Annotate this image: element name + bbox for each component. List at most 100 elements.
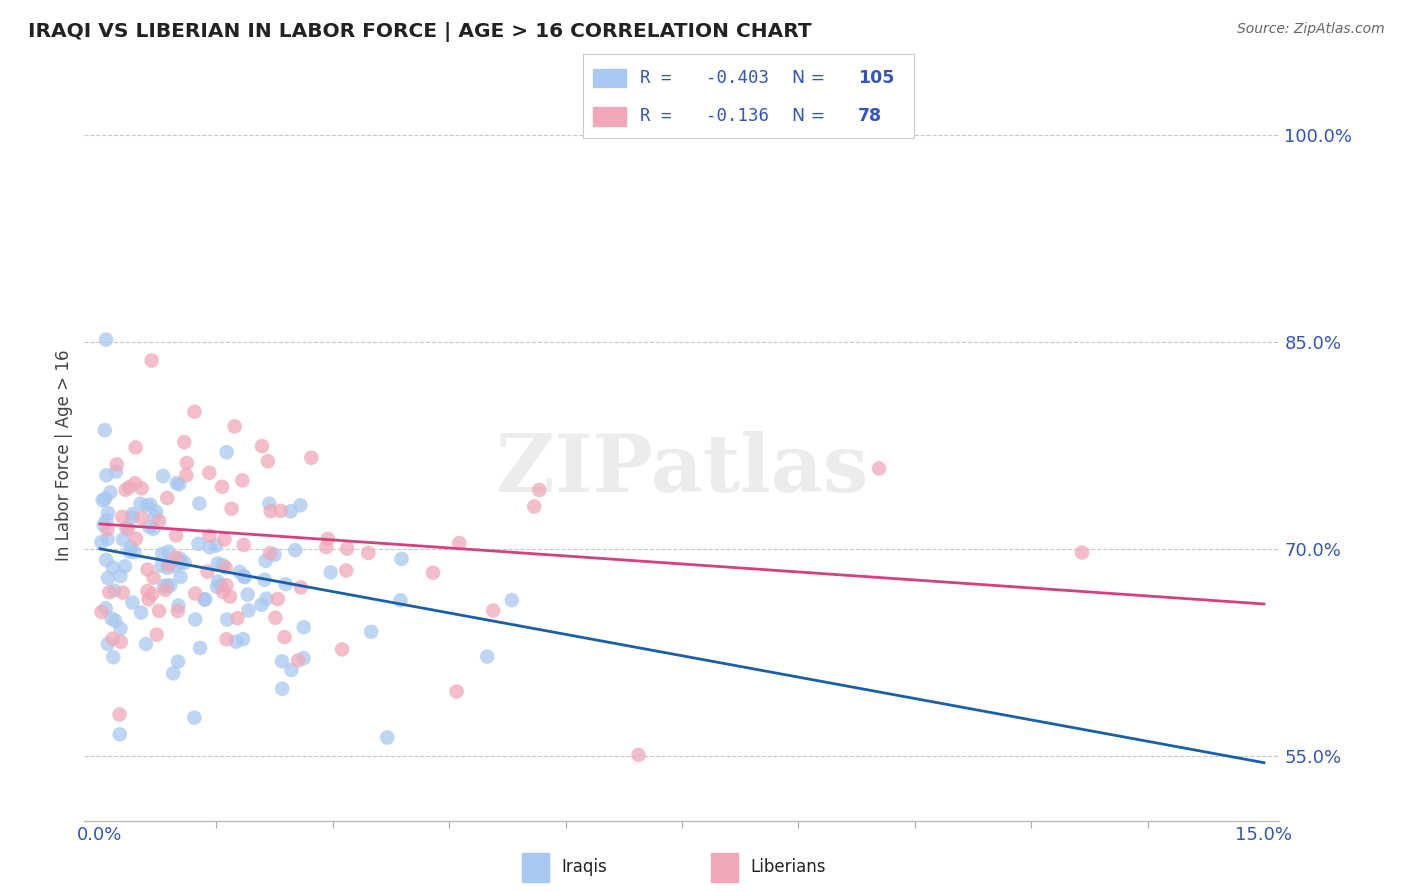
Point: [120, 541, 142, 555]
Point: [136, 584, 159, 599]
Point: [215, 632, 238, 647]
Point: [121, 510, 143, 524]
Point: [254, 554, 277, 568]
Point: [141, 353, 163, 368]
Point: [263, 548, 285, 562]
Text: ZIPatlas: ZIPatlas: [496, 431, 868, 508]
Text: 78: 78: [858, 107, 882, 125]
Point: [93, 518, 115, 533]
Text: -0.403: -0.403: [706, 69, 769, 87]
Text: 105: 105: [858, 69, 894, 87]
Point: [232, 569, 254, 583]
Point: [446, 684, 468, 698]
Point: [215, 578, 238, 592]
Point: [375, 731, 398, 745]
Text: Liberians: Liberians: [751, 858, 825, 877]
Point: [267, 592, 290, 607]
Point: [98, 485, 121, 500]
Point: [138, 520, 160, 534]
Point: [169, 551, 191, 566]
Point: [211, 480, 233, 494]
Point: [231, 473, 253, 487]
Point: [150, 547, 173, 561]
Point: [205, 580, 228, 594]
Point: [142, 522, 165, 536]
Point: [173, 435, 195, 450]
Point: [336, 541, 359, 556]
Point: [257, 454, 280, 468]
Point: [103, 650, 125, 665]
Point: [627, 747, 650, 762]
Point: [299, 450, 322, 465]
Point: [391, 552, 413, 566]
Point: [153, 579, 176, 593]
Point: [162, 666, 184, 681]
Point: [205, 539, 228, 553]
Point: [170, 555, 193, 569]
Point: [207, 574, 229, 589]
Point: [477, 649, 499, 664]
Point: [135, 499, 157, 513]
Text: R =: R =: [640, 107, 682, 125]
Point: [159, 578, 181, 592]
Point: [110, 569, 132, 583]
Point: [270, 504, 292, 518]
Point: [163, 559, 186, 574]
Text: -0.136: -0.136: [706, 107, 769, 125]
Point: [259, 504, 281, 518]
Point: [121, 507, 143, 521]
Point: [176, 456, 198, 470]
Point: [156, 561, 179, 575]
Point: [111, 585, 134, 599]
Point: [98, 585, 121, 599]
Point: [259, 546, 281, 560]
Point: [167, 599, 190, 613]
Point: [139, 498, 162, 512]
Point: [155, 582, 177, 597]
Point: [422, 566, 444, 580]
Point: [114, 483, 136, 497]
Point: [111, 509, 134, 524]
Point: [125, 532, 148, 546]
Point: [117, 522, 139, 536]
Point: [94, 333, 117, 347]
Point: [124, 441, 146, 455]
Point: [316, 532, 339, 546]
Point: [271, 654, 294, 668]
Point: [292, 620, 315, 634]
Point: [108, 707, 131, 722]
Point: [194, 592, 217, 607]
Point: [110, 622, 132, 636]
Point: [96, 553, 118, 567]
Point: [256, 591, 278, 606]
Point: [271, 681, 294, 696]
Point: [188, 497, 211, 511]
Point: [250, 439, 273, 453]
Point: [101, 560, 124, 574]
Point: [96, 513, 118, 527]
Point: [211, 558, 233, 572]
Point: [183, 711, 205, 725]
Point: [315, 540, 337, 554]
Point: [112, 533, 135, 547]
Point: [1071, 545, 1094, 559]
Y-axis label: In Labor Force | Age > 16: In Labor Force | Age > 16: [55, 349, 73, 561]
Point: [232, 538, 254, 552]
Point: [165, 550, 187, 565]
Text: R =: R =: [640, 69, 682, 87]
Point: [135, 637, 157, 651]
Point: [335, 564, 357, 578]
Point: [225, 634, 247, 648]
Point: [115, 521, 138, 535]
Point: [183, 405, 205, 419]
Point: [100, 611, 122, 625]
Point: [129, 606, 152, 620]
Point: [103, 583, 125, 598]
Point: [108, 727, 131, 741]
Text: N =: N =: [792, 69, 831, 87]
Point: [157, 544, 180, 558]
Point: [290, 580, 312, 594]
Point: [224, 419, 246, 434]
Bar: [711, 854, 738, 881]
Point: [166, 604, 188, 618]
